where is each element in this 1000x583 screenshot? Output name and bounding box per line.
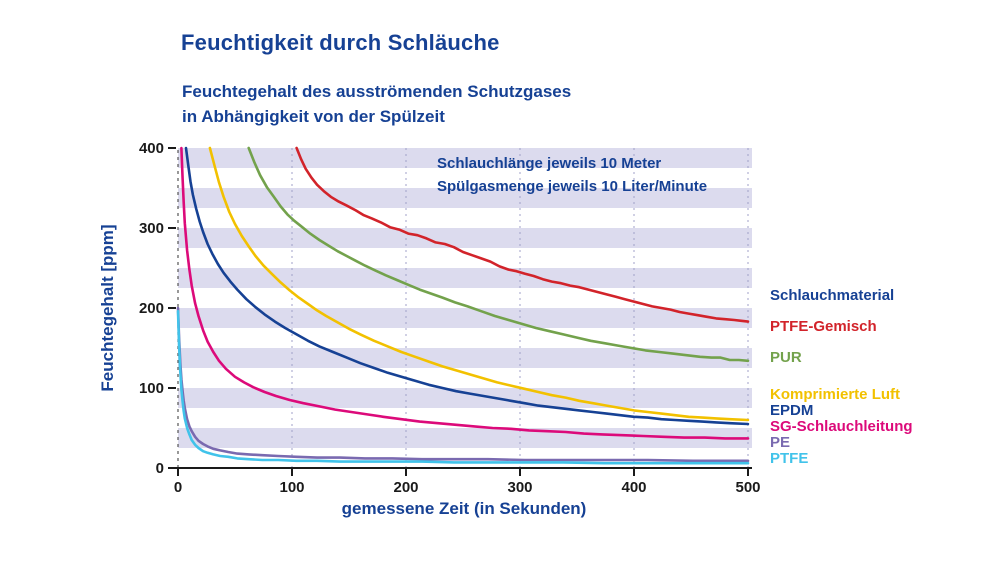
svg-text:400: 400 [139,140,164,157]
chart-annotation: Schlauchlänge jeweils 10 Meter Spülgasme… [437,153,707,198]
svg-text:200: 200 [393,479,418,496]
legend-item-ptfe-gemisch: PTFE-Gemisch [770,318,877,335]
svg-text:300: 300 [139,220,164,237]
series-line-sg-schlauchleitung [180,146,750,440]
series-line-ptfe-gemisch [295,146,750,323]
svg-text:0: 0 [174,479,182,496]
svg-text:200: 200 [139,300,164,317]
annotation-line-2: Spülgasmenge jeweils 10 Liter/Minute [437,177,708,195]
legend-item-sg-schlauchleitung: SG-Schlauchleitung [770,418,913,435]
svg-text:100: 100 [279,479,304,496]
page-subtitle: Feuchtegehalt des ausströmenden Schutzga… [182,80,571,129]
legend-title: Schlauchmaterial [770,287,895,304]
series-line-epdm [184,146,750,426]
x-axis-title: gemessene Zeit (in Sekunden) [341,499,587,518]
svg-text:100: 100 [139,380,164,397]
subtitle-line-1: Feuchtegehalt des ausströmenden Schutzga… [182,82,572,101]
subtitle-line-2: in Abhängigkeit von der Spülzeit [182,106,445,126]
page-title: Feuchtigkeit durch Schläuche [181,30,500,55]
y-axis-title: Feuchtegehalt [ppm] [98,224,117,392]
series-line-pur [247,146,750,363]
chart-plot: 0 100 200 300 400 500 0 100 200 300 400 [139,140,761,496]
legend-item-komprimierte-luft: Komprimierte Luft [770,386,901,403]
svg-text:300: 300 [507,479,532,496]
annotation-line-1: Schlauchlänge jeweils 10 Meter [437,155,662,172]
series-line-pe [176,306,750,463]
svg-text:400: 400 [621,479,646,496]
series-line-komprimierte-luft [208,146,750,422]
series-line-ptfe [176,309,750,465]
svg-text:500: 500 [735,479,760,496]
svg-text:0: 0 [156,460,164,477]
